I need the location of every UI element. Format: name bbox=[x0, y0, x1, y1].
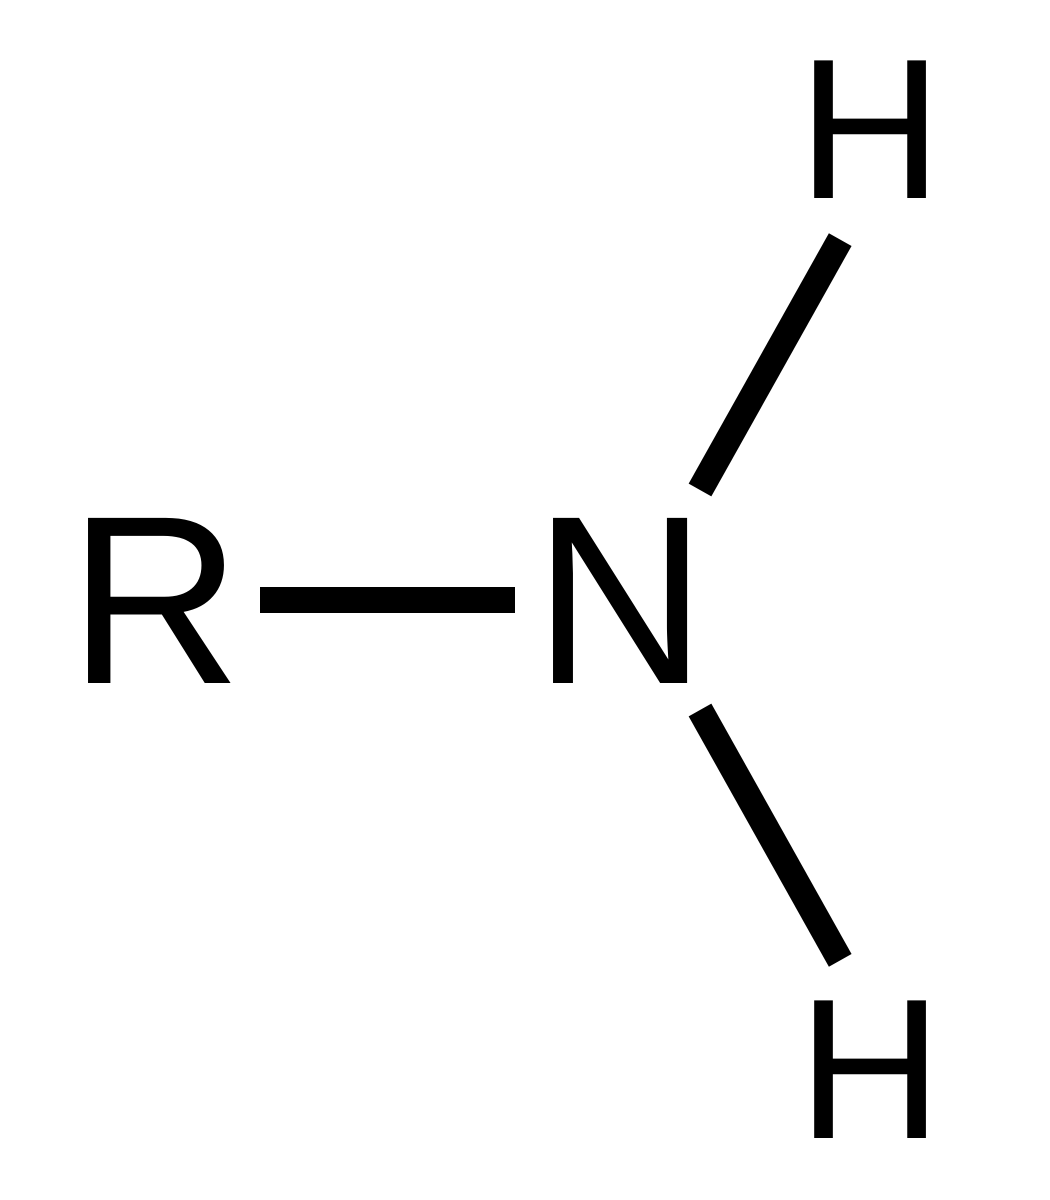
bond-R-N bbox=[260, 587, 515, 613]
atom-N: N bbox=[533, 480, 706, 720]
atom-H1: H bbox=[798, 30, 942, 230]
bond-N-H1 bbox=[689, 234, 852, 497]
atom-R: R bbox=[68, 480, 241, 720]
atom-H2: H bbox=[798, 970, 942, 1170]
bond-N-H2 bbox=[689, 704, 852, 967]
